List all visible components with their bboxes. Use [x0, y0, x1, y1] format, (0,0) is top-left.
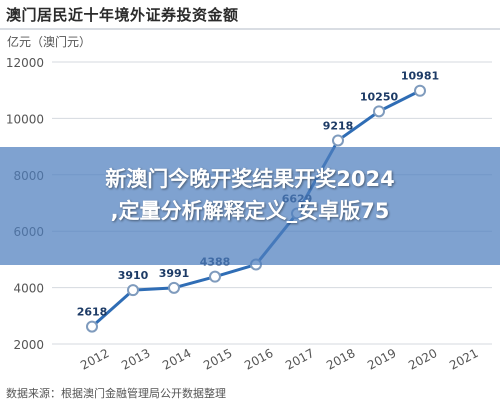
y-tick-label-2000: 2000 — [13, 338, 44, 352]
watermark-banner: 新澳门今晚开奖结果开奖2024 ,定量分析解释定义_安卓版75 — [0, 147, 500, 265]
data-label-2012: 2618 — [77, 306, 108, 319]
chart-title: 澳门居民近十年境外证券投资金额 — [6, 6, 239, 24]
y-tick-label-10000: 10000 — [6, 112, 44, 126]
x-tick-label-2018: 2018 — [324, 346, 358, 373]
x-tick-label-2012: 2012 — [78, 346, 112, 373]
title-bar: 澳门居民近十年境外证券投资金额 — [0, 0, 500, 30]
data-label-2020: 10981 — [401, 70, 439, 83]
data-label-2018: 9218 — [323, 119, 354, 132]
x-tick-label-2017: 2017 — [283, 346, 317, 373]
data-label-2019: 10250 — [360, 90, 399, 103]
data-point-2019 — [373, 105, 385, 118]
x-tick-label-2020: 2020 — [406, 346, 440, 373]
banner-line-1: 新澳门今晚开奖结果开奖2024 — [105, 167, 395, 191]
data-point-2018 — [332, 134, 344, 147]
banner-line-2: ,定量分析解释定义_安卓版75 — [110, 199, 390, 223]
data-source-note: 数据来源：根据澳门金融管理局公开数据整理 — [6, 387, 226, 400]
x-tick-label-2015: 2015 — [201, 346, 235, 373]
y-tick-label-4000: 4000 — [13, 282, 44, 296]
x-tick-label-2013: 2013 — [119, 346, 153, 373]
x-tick-label-2014: 2014 — [160, 346, 194, 373]
x-tick-label-2016: 2016 — [242, 346, 276, 373]
data-point-2013 — [127, 284, 139, 297]
data-label-2014: 3991 — [159, 267, 190, 280]
x-tick-label-2019: 2019 — [365, 346, 399, 373]
y-tick-label-12000: 12000 — [6, 56, 44, 70]
data-point-2015 — [209, 270, 221, 283]
x-tick-label-2021: 2021 — [447, 346, 481, 373]
data-point-2014 — [168, 281, 180, 294]
data-point-2020 — [414, 84, 426, 97]
data-label-2013: 3910 — [118, 269, 149, 282]
banner-text: 新澳门今晚开奖结果开奖2024 ,定量分析解释定义_安卓版75 — [0, 163, 500, 227]
data-point-2012 — [86, 320, 98, 333]
y-axis-unit-label: 亿元（澳门元） — [7, 35, 92, 49]
